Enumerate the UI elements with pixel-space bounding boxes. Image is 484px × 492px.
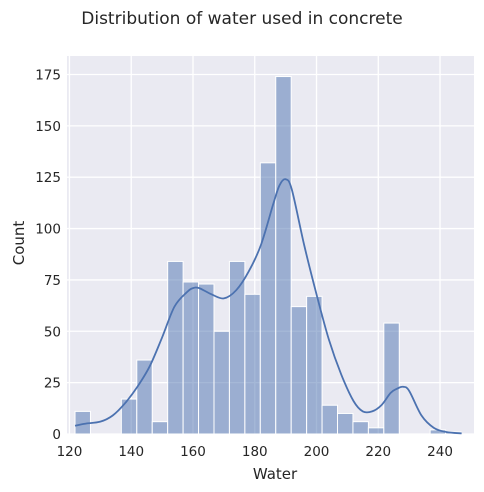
histogram-bar <box>136 359 153 435</box>
y-tick-label: 150 <box>35 119 61 135</box>
histogram-bar <box>383 322 400 435</box>
y-tick-label: 25 <box>44 376 61 392</box>
y-tick-label: 175 <box>35 67 61 83</box>
kde-curve <box>74 178 462 435</box>
histogram-bar <box>337 412 354 435</box>
x-tick-label: 180 <box>242 444 268 460</box>
y-tick-labels: 0 25 50 75 100 125 150 175 <box>35 67 61 443</box>
histogram-bar <box>367 427 385 435</box>
histogram-bar <box>352 421 369 435</box>
y-axis-label: Count <box>10 221 28 266</box>
chart-title: Distribution of water used in concrete <box>81 9 402 29</box>
y-tick-label: 50 <box>44 324 61 340</box>
histogram-bar <box>198 283 215 435</box>
histogram-bar <box>213 330 230 435</box>
histogram-bar <box>228 260 246 435</box>
x-tick-label: 200 <box>304 444 330 460</box>
x-tick-label: 140 <box>118 444 144 460</box>
x-tick-label: 120 <box>57 444 83 460</box>
x-tick-label: 240 <box>427 444 453 460</box>
histogram-bar <box>167 260 184 435</box>
histogram-bar <box>151 421 169 435</box>
histogram-bar <box>306 295 323 435</box>
y-tick-label: 75 <box>44 273 61 289</box>
histogram-bar <box>244 293 261 435</box>
histogram-bar <box>182 281 200 435</box>
x-tick-labels: 120 140 160 180 200 220 240 <box>57 444 453 460</box>
histogram-bars <box>74 76 462 435</box>
y-tick-label: 0 <box>52 427 61 443</box>
x-axis-label: Water <box>253 465 298 483</box>
y-tick-label: 125 <box>35 170 61 186</box>
histogram-bar <box>275 76 292 435</box>
x-tick-label: 220 <box>365 444 391 460</box>
x-tick-label: 160 <box>180 444 206 460</box>
histogram-bar <box>321 404 339 435</box>
y-tick-label: 100 <box>35 222 61 238</box>
histogram-bar <box>290 306 308 435</box>
